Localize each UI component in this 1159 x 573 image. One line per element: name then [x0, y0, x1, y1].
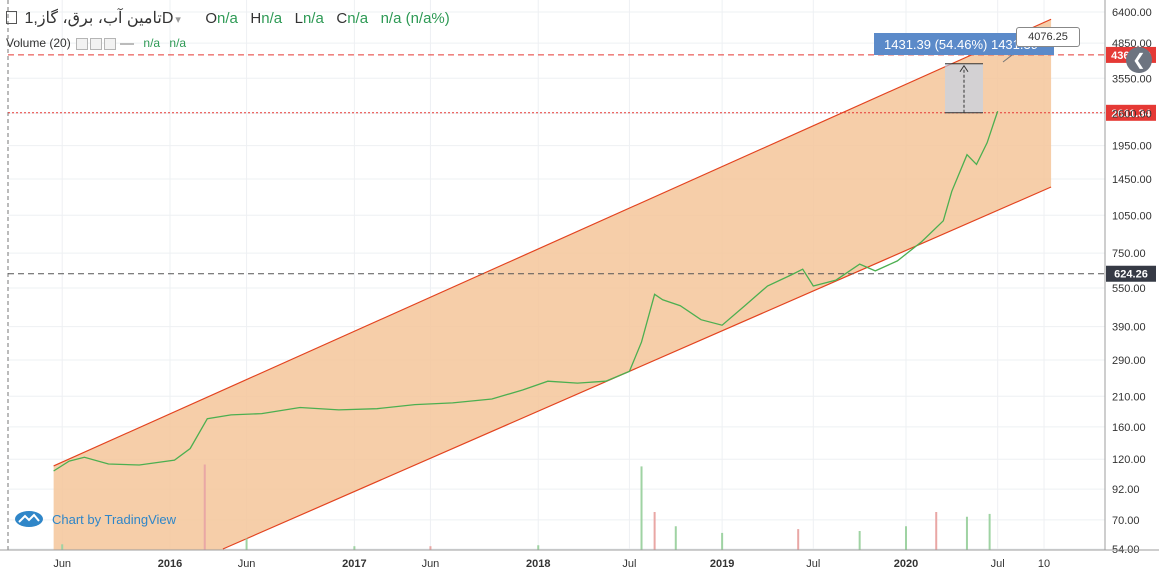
x-tick-label: 2017 — [342, 558, 366, 570]
volume-bar — [935, 512, 938, 550]
y-tick-label: 2600.00 — [1112, 108, 1152, 120]
y-tick-label: 750.00 — [1112, 248, 1146, 260]
volume-bar — [653, 512, 656, 550]
measure-tooltip: 4076.25 — [1016, 27, 1080, 47]
volume-bar — [245, 538, 248, 550]
eye-icon[interactable] — [76, 37, 89, 50]
symbol-legend: تامین آب، برق، گاز,1D ▾ On/a Hn/a Ln/a Cn… — [6, 8, 450, 28]
x-tick-label: 2019 — [710, 558, 734, 570]
open-label: O — [205, 10, 218, 27]
volume-bar — [797, 529, 800, 550]
scroll-left-button[interactable]: ❮ — [1126, 47, 1152, 73]
low-label: L — [294, 10, 303, 27]
y-tick-label: 3550.00 — [1112, 73, 1152, 85]
change-value: n/a (n/a%) — [380, 10, 450, 27]
y-tick-label: 1450.00 — [1112, 174, 1152, 186]
volume-bar — [429, 546, 432, 550]
settings-icon[interactable] — [90, 37, 103, 50]
measure-label: 1431.39 (54.46%) 1431.39 — [874, 33, 1054, 55]
x-tick-label: Jul — [991, 558, 1005, 570]
collapse-icon[interactable] — [6, 11, 17, 25]
volume-value-2: n/a — [169, 36, 187, 50]
volume-bars — [61, 464, 991, 550]
x-tick-label: Jun — [422, 558, 440, 570]
volume-bar — [965, 516, 968, 550]
volume-bar — [640, 466, 643, 550]
volume-bar — [905, 526, 907, 550]
x-tick-label: 2018 — [526, 558, 550, 570]
volume-bar — [537, 545, 540, 550]
volume-bar — [203, 464, 206, 550]
measure-arrow-head — [959, 64, 969, 73]
low-value: n/a — [302, 10, 324, 27]
price-tag — [1106, 104, 1156, 121]
price-tag — [1106, 265, 1156, 282]
x-tick-label: Jun — [53, 558, 71, 570]
legend-interval[interactable]: 1D — [24, 10, 174, 27]
volume-bar — [988, 513, 991, 550]
x-tick-label: Jul — [806, 558, 820, 570]
x-tick-label: 2020 — [894, 558, 918, 570]
y-tick-label: 1950.00 — [1112, 141, 1152, 153]
close-value: n/a — [347, 10, 369, 27]
y-tick-label: 120.00 — [1112, 454, 1146, 466]
x-tick-label: 10 — [1038, 558, 1050, 570]
price-series — [53, 110, 999, 472]
watermark-text: Chart by TradingView — [52, 511, 177, 527]
x-tick-label: 2016 — [158, 558, 182, 570]
high-label: H — [250, 10, 262, 27]
y-tick-label: 160.00 — [1112, 422, 1146, 434]
volume-label: Volume (20) — [6, 36, 71, 50]
volume-legend: Volume (20) n/a n/a — [6, 36, 186, 50]
legend-ohlc: On/a Hn/a Ln/a Cn/a n/a (n/a%) — [205, 10, 449, 27]
high-value: n/a — [261, 10, 283, 27]
volume-bar — [61, 544, 64, 550]
volume-bar — [721, 532, 724, 550]
y-tick-label: 550.00 — [1112, 283, 1146, 295]
close-label: C — [336, 10, 348, 27]
volume-bar — [674, 526, 677, 550]
legend-symbol: تامین آب، برق، گاز — [37, 10, 162, 27]
channel-lower-line — [222, 186, 1052, 550]
channel-upper-line — [53, 18, 1052, 467]
price-line — [53, 110, 999, 472]
volume-value-1: n/a — [143, 36, 161, 50]
tradingview-watermark[interactable]: Chart by TradingView — [14, 510, 176, 528]
y-tick-label: 390.00 — [1112, 322, 1146, 334]
channel-fill — [53, 19, 1052, 551]
y-tick-label: 70.00 — [1112, 515, 1140, 527]
measure-tool[interactable] — [945, 44, 1026, 114]
tradingview-logo-icon — [15, 511, 43, 527]
close-icon[interactable] — [104, 37, 117, 50]
y-tick-label: 210.00 — [1112, 391, 1146, 403]
more-icon[interactable] — [120, 42, 135, 45]
dropdown-icon[interactable]: ▾ — [175, 14, 181, 26]
price-tag-label: 2611.34 — [1111, 108, 1151, 120]
x-tick-label: Jun — [238, 558, 256, 570]
open-value: n/a — [217, 10, 238, 27]
y-tick-label: 6400.00 — [1112, 7, 1152, 19]
x-tick-label: Jul — [622, 558, 636, 570]
volume-bar — [353, 546, 356, 550]
y-tick-label: 290.00 — [1112, 355, 1146, 367]
volume-bar — [858, 531, 861, 550]
price-tag-label: 624.26 — [1114, 269, 1148, 281]
y-tick-label: 1050.00 — [1112, 210, 1152, 222]
y-tick-label: 92.00 — [1112, 484, 1140, 496]
regression-channel[interactable] — [53, 18, 1052, 551]
